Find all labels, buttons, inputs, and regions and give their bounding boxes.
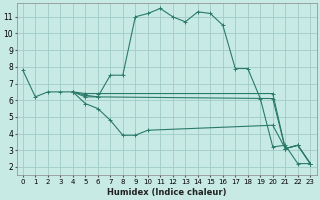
X-axis label: Humidex (Indice chaleur): Humidex (Indice chaleur): [107, 188, 226, 197]
